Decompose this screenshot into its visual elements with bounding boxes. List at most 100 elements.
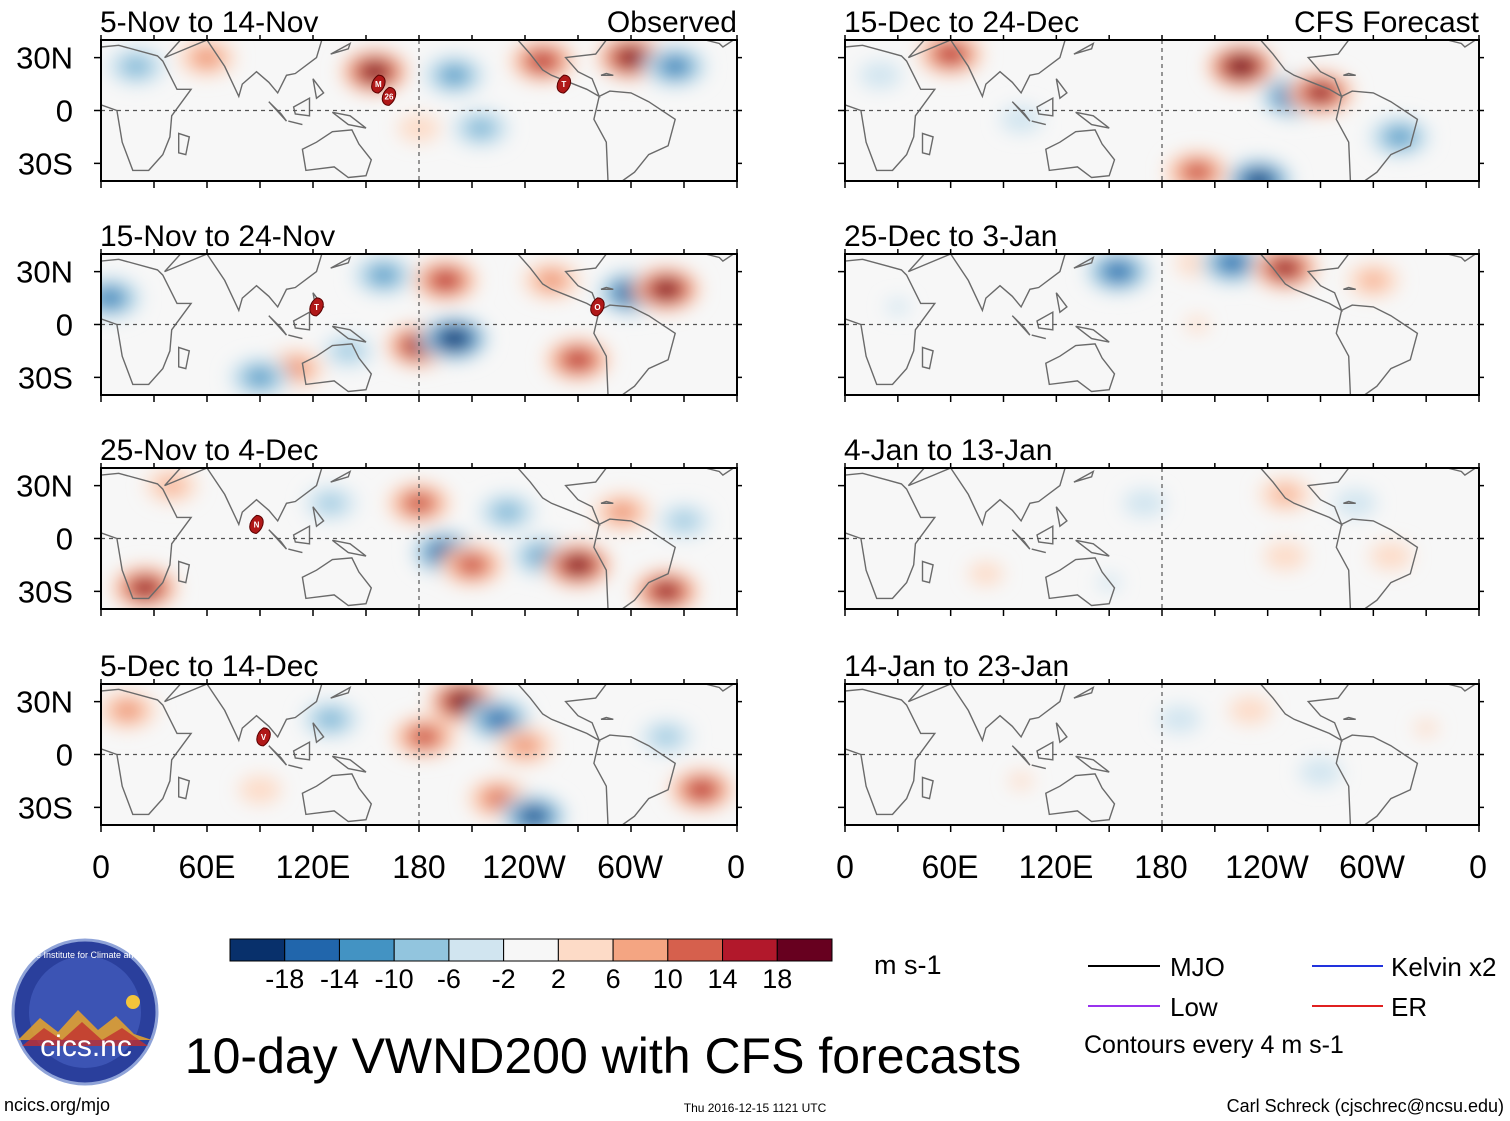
anomaly-field [107,40,708,147]
negative-anomaly-contour [371,267,396,283]
logo-ring-text: Cooperative Institute for Climate and Sa… [0,950,178,960]
positive-anomaly-contour [1189,167,1205,178]
landmass-outline [1343,286,1356,290]
landmass-outline [600,500,614,504]
landmass-outline [1036,311,1054,331]
landmass-outline [845,472,937,600]
map-panel: M26 T 30N 0 30S 5-Nov to 14-Nov Observed [16,6,742,188]
landmass-outline [1343,716,1356,720]
landmass-outline [1075,325,1110,343]
storm-label: N [254,520,260,529]
positive-anomaly-contour [121,706,134,715]
storm-label: V [261,733,267,742]
negative-anomaly-contour [672,513,696,529]
landmass-outline [312,78,325,100]
landmass-outline [1073,42,1095,55]
negative-anomaly-contour [318,495,343,511]
panel-title: 15-Dec to 24-Dec [844,6,1079,39]
lat-tick-label: 30S [18,146,73,181]
colorbar-swatch [448,938,505,962]
landmass-outline [1343,500,1356,504]
positive-anomaly-contour [1311,87,1330,99]
landmass-outline [1075,111,1110,129]
forecast-column-label: CFS Forecast [1294,6,1480,39]
positive-anomaly-contour [530,53,555,69]
landmass-outline [288,120,303,126]
landmass-outline [1011,745,1031,766]
coastlines [845,684,1477,825]
anomaly-field [859,40,1431,181]
coastlines [101,468,735,609]
landmass-outline [845,44,937,172]
storm-label: M [375,80,382,89]
colorbar-ticks: -18 -14 -10 -6 -2 2 6 10 14 18 [265,964,792,994]
coastlines [845,40,1477,181]
landmass-outline [921,560,934,584]
landmass-outline [705,468,735,477]
landmass-outline [1073,686,1095,699]
positive-anomaly-contour [1369,542,1413,570]
landmass-outline [907,468,1066,527]
map-panel: 4-Jan to 13-Jan [838,434,1484,616]
landmass-outline [921,346,934,370]
negative-anomaly-contour [1158,705,1201,734]
longitude-axes: 0 60E 120E 180 120W 60W 0 0 60E 120E 180… [92,849,1487,885]
positive-anomaly-contour [238,775,282,804]
negative-anomaly-contour [999,105,1043,134]
colorbar-tick-label: 10 [653,964,683,994]
lat-tick-label: 30N [16,255,73,290]
lat-tick-label: 30S [18,790,73,825]
website-link[interactable]: ncics.org/mjo [4,1095,110,1115]
landmass-outline [330,256,352,269]
landmass-outline [1343,72,1356,76]
coastlines [101,40,735,181]
negative-anomaly-contour [1106,263,1130,280]
author-credit: Carl Schreck (cjschrec@ncsu.edu) [1227,1096,1504,1116]
positive-anomaly-contour [1276,262,1294,274]
positive-anomaly-contour [1009,773,1033,789]
positive-anomaly-contour [448,692,478,711]
lon-tick-label: 0 [727,849,745,885]
landmass-outline [301,557,373,607]
map-panel: T O 30N 0 30S 15-Nov to 24-Nov [16,220,742,402]
landmass-outline [1011,101,1031,122]
landmass-outline [600,72,614,76]
landmass-outline [1045,129,1116,179]
colorbar-swatch [667,938,724,962]
positive-anomaly-contour [657,585,675,598]
negative-anomaly-contour [474,124,487,133]
positive-anomaly-contour [968,562,1004,586]
positive-anomaly-contour [938,46,963,62]
anomaly-field [101,684,735,825]
positive-anomaly-contour [689,782,714,798]
tropical-cyclone-icon: N [249,514,264,534]
positive-anomaly-contour [545,276,558,285]
landmass-outline [1011,529,1031,550]
colorbar-swatch [338,938,395,962]
lat-tick-label: 30S [18,360,73,395]
landmass-outline [288,548,303,554]
positive-anomaly-contour [1227,57,1256,76]
positive-anomaly-contour [289,364,302,373]
landmass-outline [292,97,311,117]
landmass-outline [1045,343,1116,393]
landmass-outline [292,525,311,545]
colorbar-swatch [776,938,833,962]
landmass-outline [907,684,1066,743]
map-panel: N 30N 0 30S 25-Nov to 4-Dec [16,434,742,616]
colorbar-tick-label: 14 [708,964,738,994]
panel-title: 25-Dec to 3-Jan [844,220,1057,253]
landmass-outline [1335,304,1419,395]
positive-anomaly-contour [616,508,629,517]
negative-anomaly-contour [859,61,902,90]
colorbar-tick-label: -2 [492,964,516,994]
positive-anomaly-contour [566,557,590,573]
lon-tick-label: 120E [276,849,351,885]
negative-anomaly-contour [1299,758,1342,786]
landmass-outline [1335,518,1419,609]
storm-label: T [314,303,319,312]
colorbar-tick-label: 2 [551,964,566,994]
landmass-outline [1045,773,1116,823]
landmass-outline [1073,470,1095,483]
